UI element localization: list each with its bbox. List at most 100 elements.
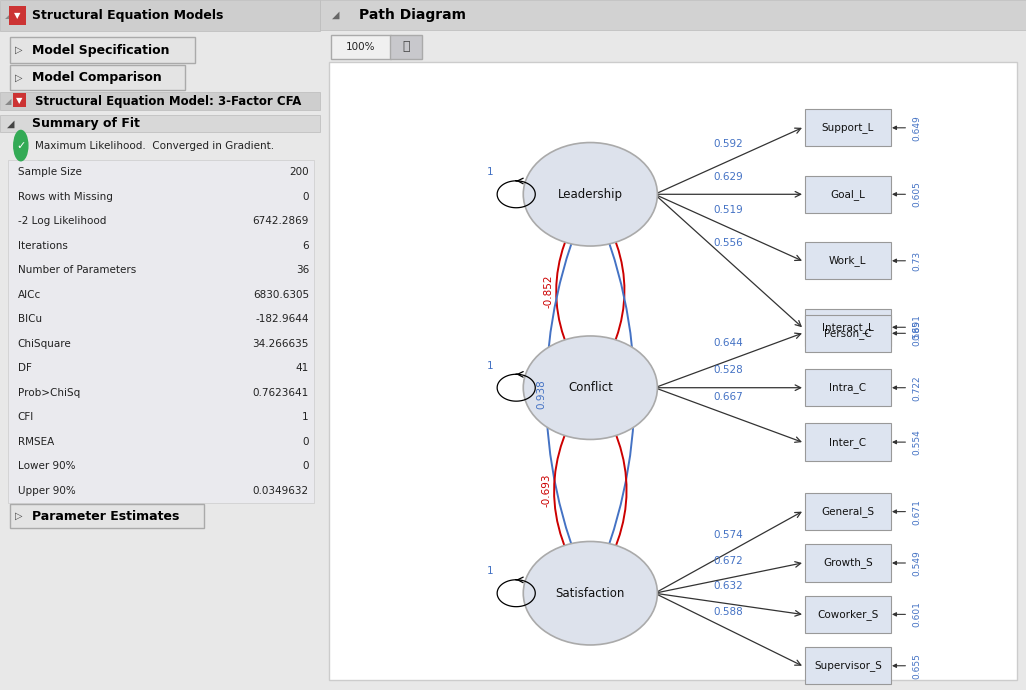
FancyArrowPatch shape xyxy=(554,390,589,589)
FancyArrowPatch shape xyxy=(592,392,627,591)
Text: 0.528: 0.528 xyxy=(713,365,743,375)
Text: 6: 6 xyxy=(303,241,309,250)
FancyArrowPatch shape xyxy=(894,259,905,262)
Text: Maximum Likelihood.  Converged in Gradient.: Maximum Likelihood. Converged in Gradien… xyxy=(35,141,274,150)
Text: AICc: AICc xyxy=(17,290,41,299)
Text: Summary of Fit: Summary of Fit xyxy=(32,117,140,130)
FancyArrowPatch shape xyxy=(894,386,905,389)
Text: 0.549: 0.549 xyxy=(912,550,921,576)
Text: 36: 36 xyxy=(295,266,309,275)
Text: Conflict: Conflict xyxy=(567,381,613,394)
Text: ▷: ▷ xyxy=(14,72,23,83)
Text: 0.938: 0.938 xyxy=(537,379,546,408)
Text: Parameter Estimates: Parameter Estimates xyxy=(32,510,180,522)
Text: 41: 41 xyxy=(295,364,309,373)
FancyBboxPatch shape xyxy=(805,493,891,530)
FancyBboxPatch shape xyxy=(10,37,195,63)
Text: DF: DF xyxy=(17,364,32,373)
Bar xyxy=(0,115,320,132)
FancyArrowPatch shape xyxy=(546,197,589,589)
Text: 0.585: 0.585 xyxy=(912,320,921,346)
FancyBboxPatch shape xyxy=(805,242,891,279)
Text: 0: 0 xyxy=(303,192,309,201)
Text: Number of Parameters: Number of Parameters xyxy=(17,266,135,275)
FancyBboxPatch shape xyxy=(805,544,891,582)
Text: Structural Equation Model: 3-Factor CFA: Structural Equation Model: 3-Factor CFA xyxy=(35,95,302,108)
FancyBboxPatch shape xyxy=(390,35,423,59)
FancyBboxPatch shape xyxy=(805,595,891,633)
Bar xyxy=(328,62,1017,680)
FancyBboxPatch shape xyxy=(805,647,891,684)
Ellipse shape xyxy=(523,542,658,645)
FancyArrowPatch shape xyxy=(894,613,905,616)
Text: 0.556: 0.556 xyxy=(713,238,743,248)
FancyBboxPatch shape xyxy=(10,65,185,90)
Text: 0.601: 0.601 xyxy=(912,602,921,627)
Text: Leadership: Leadership xyxy=(558,188,623,201)
Text: 34.266635: 34.266635 xyxy=(252,339,309,348)
Text: 0.649: 0.649 xyxy=(912,115,921,141)
Bar xyxy=(0,0,320,31)
FancyArrowPatch shape xyxy=(894,440,905,444)
Text: 0.605: 0.605 xyxy=(912,181,921,207)
Text: Path Diagram: Path Diagram xyxy=(359,8,466,22)
Ellipse shape xyxy=(523,143,658,246)
Text: Inter_C: Inter_C xyxy=(829,437,866,448)
Text: CFI: CFI xyxy=(17,413,34,422)
FancyArrowPatch shape xyxy=(894,193,905,196)
Text: ◢: ◢ xyxy=(7,119,15,128)
Text: ▼: ▼ xyxy=(14,11,21,20)
Bar xyxy=(8,160,314,503)
Text: RMSEA: RMSEA xyxy=(17,437,53,446)
Text: 0.672: 0.672 xyxy=(713,555,743,566)
Text: Support_L: Support_L xyxy=(822,122,874,133)
Text: 0.574: 0.574 xyxy=(713,530,743,540)
Text: ◢: ◢ xyxy=(331,10,340,20)
FancyArrowPatch shape xyxy=(592,198,625,386)
Ellipse shape xyxy=(523,336,658,440)
FancyBboxPatch shape xyxy=(10,504,204,528)
FancyBboxPatch shape xyxy=(805,176,891,213)
Text: Work_L: Work_L xyxy=(829,255,867,266)
Text: 0.632: 0.632 xyxy=(713,582,743,591)
Text: 0.655: 0.655 xyxy=(912,653,921,679)
Text: -0.693: -0.693 xyxy=(542,474,552,507)
Text: -2 Log Likelihood: -2 Log Likelihood xyxy=(17,217,106,226)
Text: 0.691: 0.691 xyxy=(912,315,921,340)
Text: ChiSquare: ChiSquare xyxy=(17,339,72,348)
Text: ✓: ✓ xyxy=(16,141,26,150)
Text: 0.73: 0.73 xyxy=(912,250,921,271)
Text: Model Comparison: Model Comparison xyxy=(32,71,162,84)
FancyBboxPatch shape xyxy=(805,308,891,346)
Text: -0.852: -0.852 xyxy=(544,274,553,308)
Text: 1: 1 xyxy=(487,566,494,576)
Text: 0.0349632: 0.0349632 xyxy=(252,486,309,495)
Text: 1: 1 xyxy=(303,413,309,422)
Text: Structural Equation Models: Structural Equation Models xyxy=(32,9,224,22)
Text: Rows with Missing: Rows with Missing xyxy=(17,192,113,201)
Text: Interact_L: Interact_L xyxy=(822,322,874,333)
FancyArrowPatch shape xyxy=(894,562,905,564)
Text: 0.7623641: 0.7623641 xyxy=(252,388,309,397)
Circle shape xyxy=(13,130,28,161)
Text: ◢: ◢ xyxy=(5,97,11,106)
Text: 0.592: 0.592 xyxy=(713,139,743,148)
Text: ▷: ▷ xyxy=(14,511,23,521)
Text: 0.519: 0.519 xyxy=(713,205,743,215)
Text: 1: 1 xyxy=(487,168,494,177)
Text: General_S: General_S xyxy=(821,506,874,517)
Text: Upper 90%: Upper 90% xyxy=(17,486,75,495)
Text: 200: 200 xyxy=(289,168,309,177)
FancyBboxPatch shape xyxy=(805,424,891,461)
Text: 0: 0 xyxy=(303,437,309,446)
Text: 0.629: 0.629 xyxy=(713,172,743,182)
Text: 6742.2869: 6742.2869 xyxy=(252,217,309,226)
FancyBboxPatch shape xyxy=(805,369,891,406)
Text: 0.644: 0.644 xyxy=(713,338,743,348)
Text: 0: 0 xyxy=(303,462,309,471)
Text: Growth_S: Growth_S xyxy=(823,558,873,569)
Text: 0.667: 0.667 xyxy=(713,393,743,402)
Text: Model Specification: Model Specification xyxy=(32,43,169,57)
FancyArrowPatch shape xyxy=(894,332,905,335)
Text: 6830.6305: 6830.6305 xyxy=(252,290,309,299)
